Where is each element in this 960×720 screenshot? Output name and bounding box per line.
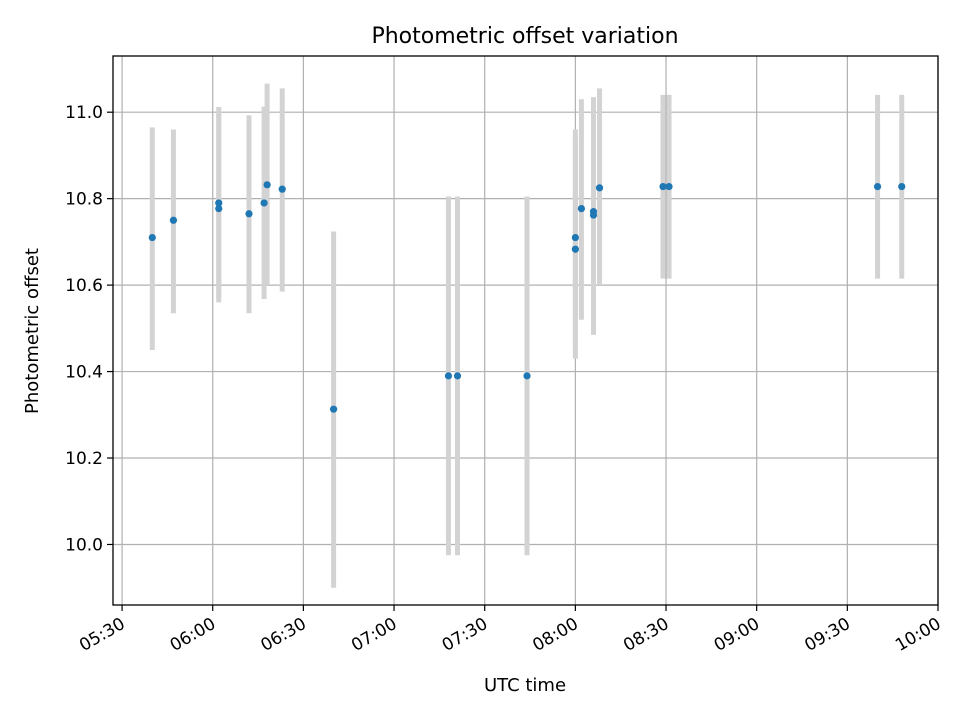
y-axis-ticks: 10.0 10.2 10.4 10.6 10.8 11.0	[65, 103, 113, 555]
x-tick-label: 06:00	[167, 614, 219, 656]
chart-title: Photometric offset variation	[371, 24, 678, 49]
data-point	[444, 372, 453, 380]
x-tick-label: 09:30	[801, 614, 853, 656]
x-tick-label: 10:00	[892, 614, 944, 656]
data-point	[453, 372, 462, 380]
y-tick-label: 10.4	[65, 363, 103, 383]
data-point	[148, 233, 156, 242]
error-bars	[149, 83, 905, 588]
data-point	[595, 184, 604, 192]
data-point	[589, 211, 598, 219]
data-point	[898, 182, 906, 191]
data-point	[665, 182, 673, 191]
x-tick-label: 08:30	[620, 614, 672, 656]
data-point	[215, 199, 223, 207]
x-tick-label: 09:00	[711, 614, 763, 656]
x-axis-label: UTC time	[484, 675, 566, 696]
y-tick-label: 10.0	[65, 535, 103, 555]
data-point	[169, 216, 178, 224]
data-point	[245, 210, 253, 218]
x-axis-ticks: 05:30 06:00 06:30 07:00 07:30 08:00 08:30 09:00…	[76, 605, 945, 656]
data-points	[148, 181, 906, 413]
x-tick-label: 07:00	[348, 614, 400, 656]
x-tick-label: 08:00	[529, 614, 581, 656]
data-point	[215, 204, 223, 213]
x-tick-label: 05:30	[76, 614, 128, 656]
data-point	[523, 372, 531, 380]
y-tick-label: 10.2	[65, 449, 103, 469]
data-point	[263, 181, 271, 189]
data-point	[260, 199, 268, 207]
y-tick-label: 11.0	[65, 103, 103, 123]
y-tick-label: 10.8	[65, 190, 103, 210]
data-point	[577, 204, 586, 213]
data-point	[571, 233, 579, 242]
x-tick-label: 06:30	[257, 614, 309, 656]
plot-frame	[112, 55, 939, 606]
x-tick-label: 07:30	[439, 614, 491, 656]
data-point	[330, 405, 338, 413]
y-tick-label: 10.6	[65, 276, 103, 296]
data-point	[278, 185, 286, 193]
y-axis-label: Photometric offset	[22, 248, 43, 414]
data-point	[571, 245, 579, 253]
data-point	[873, 182, 882, 191]
data-point	[659, 182, 667, 191]
